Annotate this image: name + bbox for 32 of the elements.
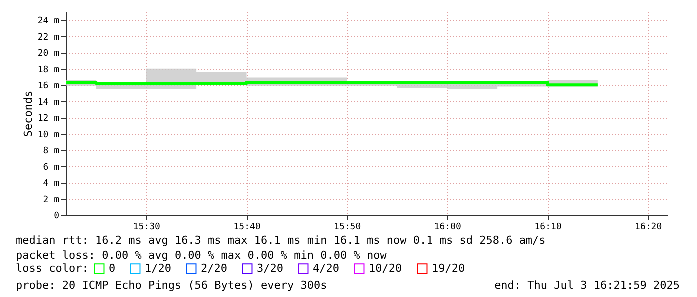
x-tick-label: 15:40 (234, 222, 261, 232)
y-tick-label: 0 (54, 212, 60, 222)
legend-label: 0 (109, 262, 116, 275)
legend-label: 1/20 (145, 262, 172, 275)
y-tick-label: 14 m (38, 98, 60, 108)
legend-label: 4/20 (313, 262, 340, 275)
y-tick-label: 24 m (38, 16, 60, 27)
text: packet loss: 0.00 % avg 0.00 % max 0.00 % min 0.00 % now (16, 249, 388, 262)
y-tick-label: 20 m (38, 49, 60, 60)
legend-label: 3/20 (257, 262, 284, 275)
y-axis-title: Seconds (22, 90, 35, 138)
legend-title: loss color: (16, 262, 89, 275)
y-tick-label: 22 m (38, 32, 60, 43)
y-tick-label: 10 m (38, 130, 60, 140)
y-tick-label: 12 m (38, 114, 60, 124)
x-tick-label: 15:50 (334, 222, 362, 232)
text: median rtt: 16.2 ms avg 16.3 ms max 16.1 ms min 16.1 ms now 0.1 ms sd 258.6 am/s (16, 234, 546, 247)
y-tick-label: 2 m (43, 195, 60, 206)
y-tick-label: 6 m (43, 162, 60, 173)
y-tick-label: 16 m (38, 82, 60, 92)
x-tick-label: 16:20 (635, 222, 662, 232)
legend-label: 2/20 (201, 262, 228, 275)
x-tick-label: 16:00 (434, 222, 462, 232)
y-tick-label: 4 m (43, 179, 60, 190)
text: probe: 20 ICMP Echo Pings (56 Bytes) every 300s (16, 279, 328, 292)
legend-label: 10/20 (369, 262, 402, 275)
y-tick-label: 18 m (38, 65, 60, 76)
x-tick-label: 16:10 (534, 222, 562, 232)
y-tick-label: 8 m (43, 146, 60, 157)
x-tick-label: 15:30 (133, 222, 160, 232)
text: end: Thu Jul 3 16:21:59 2025 (494, 279, 680, 292)
legend-label: 19/20 (432, 262, 466, 275)
